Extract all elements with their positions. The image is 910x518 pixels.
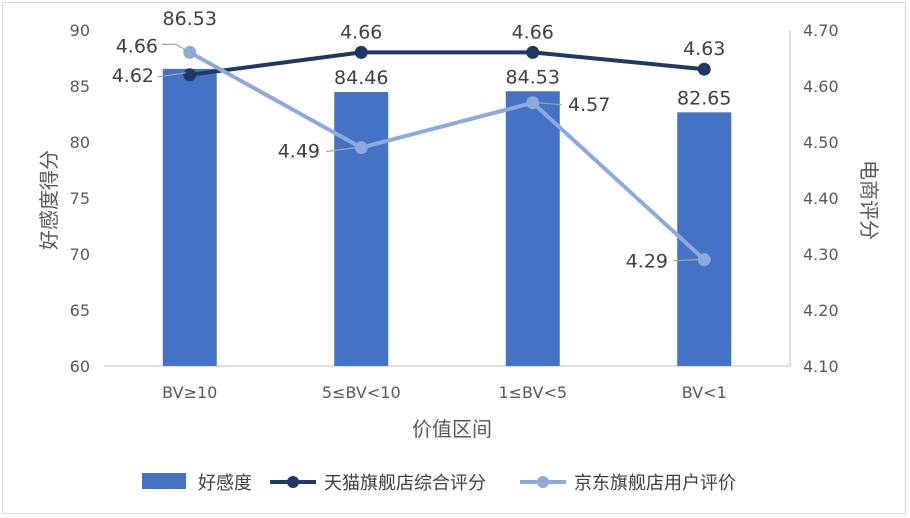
- line-series: [183, 45, 711, 267]
- x-tick-label: BV<1: [682, 383, 727, 402]
- tmall-label: 4.62: [112, 65, 154, 87]
- bar-label: 84.53: [506, 66, 560, 88]
- legend-label: 天猫旗舰店综合评分: [324, 473, 486, 494]
- bar-label: 86.53: [163, 8, 217, 30]
- jd-leader: [673, 259, 699, 262]
- legend-swatch-marker: [537, 476, 549, 488]
- bar: [334, 92, 389, 366]
- jd-label: 4.49: [278, 141, 320, 163]
- jd-label: 4.29: [626, 251, 668, 273]
- tmall-point: [183, 68, 197, 82]
- y2-tick-label: 4.50: [803, 133, 839, 152]
- y-tick-label: 60: [70, 357, 90, 376]
- jd-label: 4.57: [568, 94, 610, 116]
- axes: 60 65 70 75 80 85 90 4.10 4.20 4.30 4.40 4.50 4.60 4.…: [70, 21, 839, 402]
- tmall-label: 4.66: [340, 21, 382, 43]
- tmall-line: [189, 50, 705, 77]
- y2-tick-label: 4.70: [803, 21, 839, 40]
- y2-axis-title: 电商评分: [857, 160, 881, 240]
- tmall-label: 4.63: [683, 38, 725, 60]
- tmall-point: [697, 62, 711, 76]
- jd-point: [526, 96, 540, 110]
- bar: [677, 112, 732, 366]
- jd-leader: [538, 102, 563, 106]
- y-axis-title: 好感度得分: [37, 150, 61, 250]
- tmall-point: [354, 45, 368, 59]
- y-tick-label: 65: [70, 301, 90, 320]
- x-axis-title: 价值区间: [412, 417, 492, 441]
- legend-label: 京东旗舰店用户评价: [574, 473, 736, 494]
- bar-label: 82.65: [677, 87, 731, 109]
- tmall-label: 4.66: [512, 21, 554, 43]
- y2-tick-label: 4.30: [803, 245, 839, 264]
- y-tick-label: 70: [70, 245, 90, 264]
- bar-label: 84.46: [334, 67, 388, 89]
- y-tick-label: 90: [70, 21, 90, 40]
- y-tick-label: 75: [70, 189, 90, 208]
- legend: 好感度 天猫旗舰店综合评分 京东旗舰店用户评价: [142, 473, 736, 494]
- y-tick-label: 80: [70, 133, 90, 152]
- legend-swatch-marker: [287, 476, 299, 488]
- jd-point: [354, 141, 368, 155]
- x-tick-label: 5≤BV<10: [322, 383, 401, 402]
- x-tick-label: BV≥10: [162, 383, 217, 402]
- jd-leader: [325, 147, 356, 153]
- tmall-point: [526, 45, 540, 59]
- jd-leader: [162, 43, 191, 53]
- y-tick-label: 85: [70, 77, 90, 96]
- data-labels: 86.53 84.46 84.53 82.65 4.62 4.66 4.66 4.63 4.66…: [112, 8, 732, 273]
- y2-tick-label: 4.20: [803, 301, 839, 320]
- jd-point: [697, 253, 711, 267]
- y2-tick-label: 4.10: [803, 357, 839, 376]
- jd-line: [188, 50, 706, 262]
- y2-tick-label: 4.60: [803, 77, 839, 96]
- bar: [505, 91, 560, 366]
- x-tick-label: 1≤BV<5: [498, 383, 567, 402]
- bar: [162, 68, 217, 366]
- legend-label: 好感度: [198, 473, 252, 494]
- jd-label: 4.66: [116, 35, 158, 57]
- tmall-leader: [157, 72, 186, 78]
- legend-swatch-bar: [142, 473, 186, 489]
- bar-series: [162, 68, 732, 366]
- y2-tick-label: 4.40: [803, 189, 839, 208]
